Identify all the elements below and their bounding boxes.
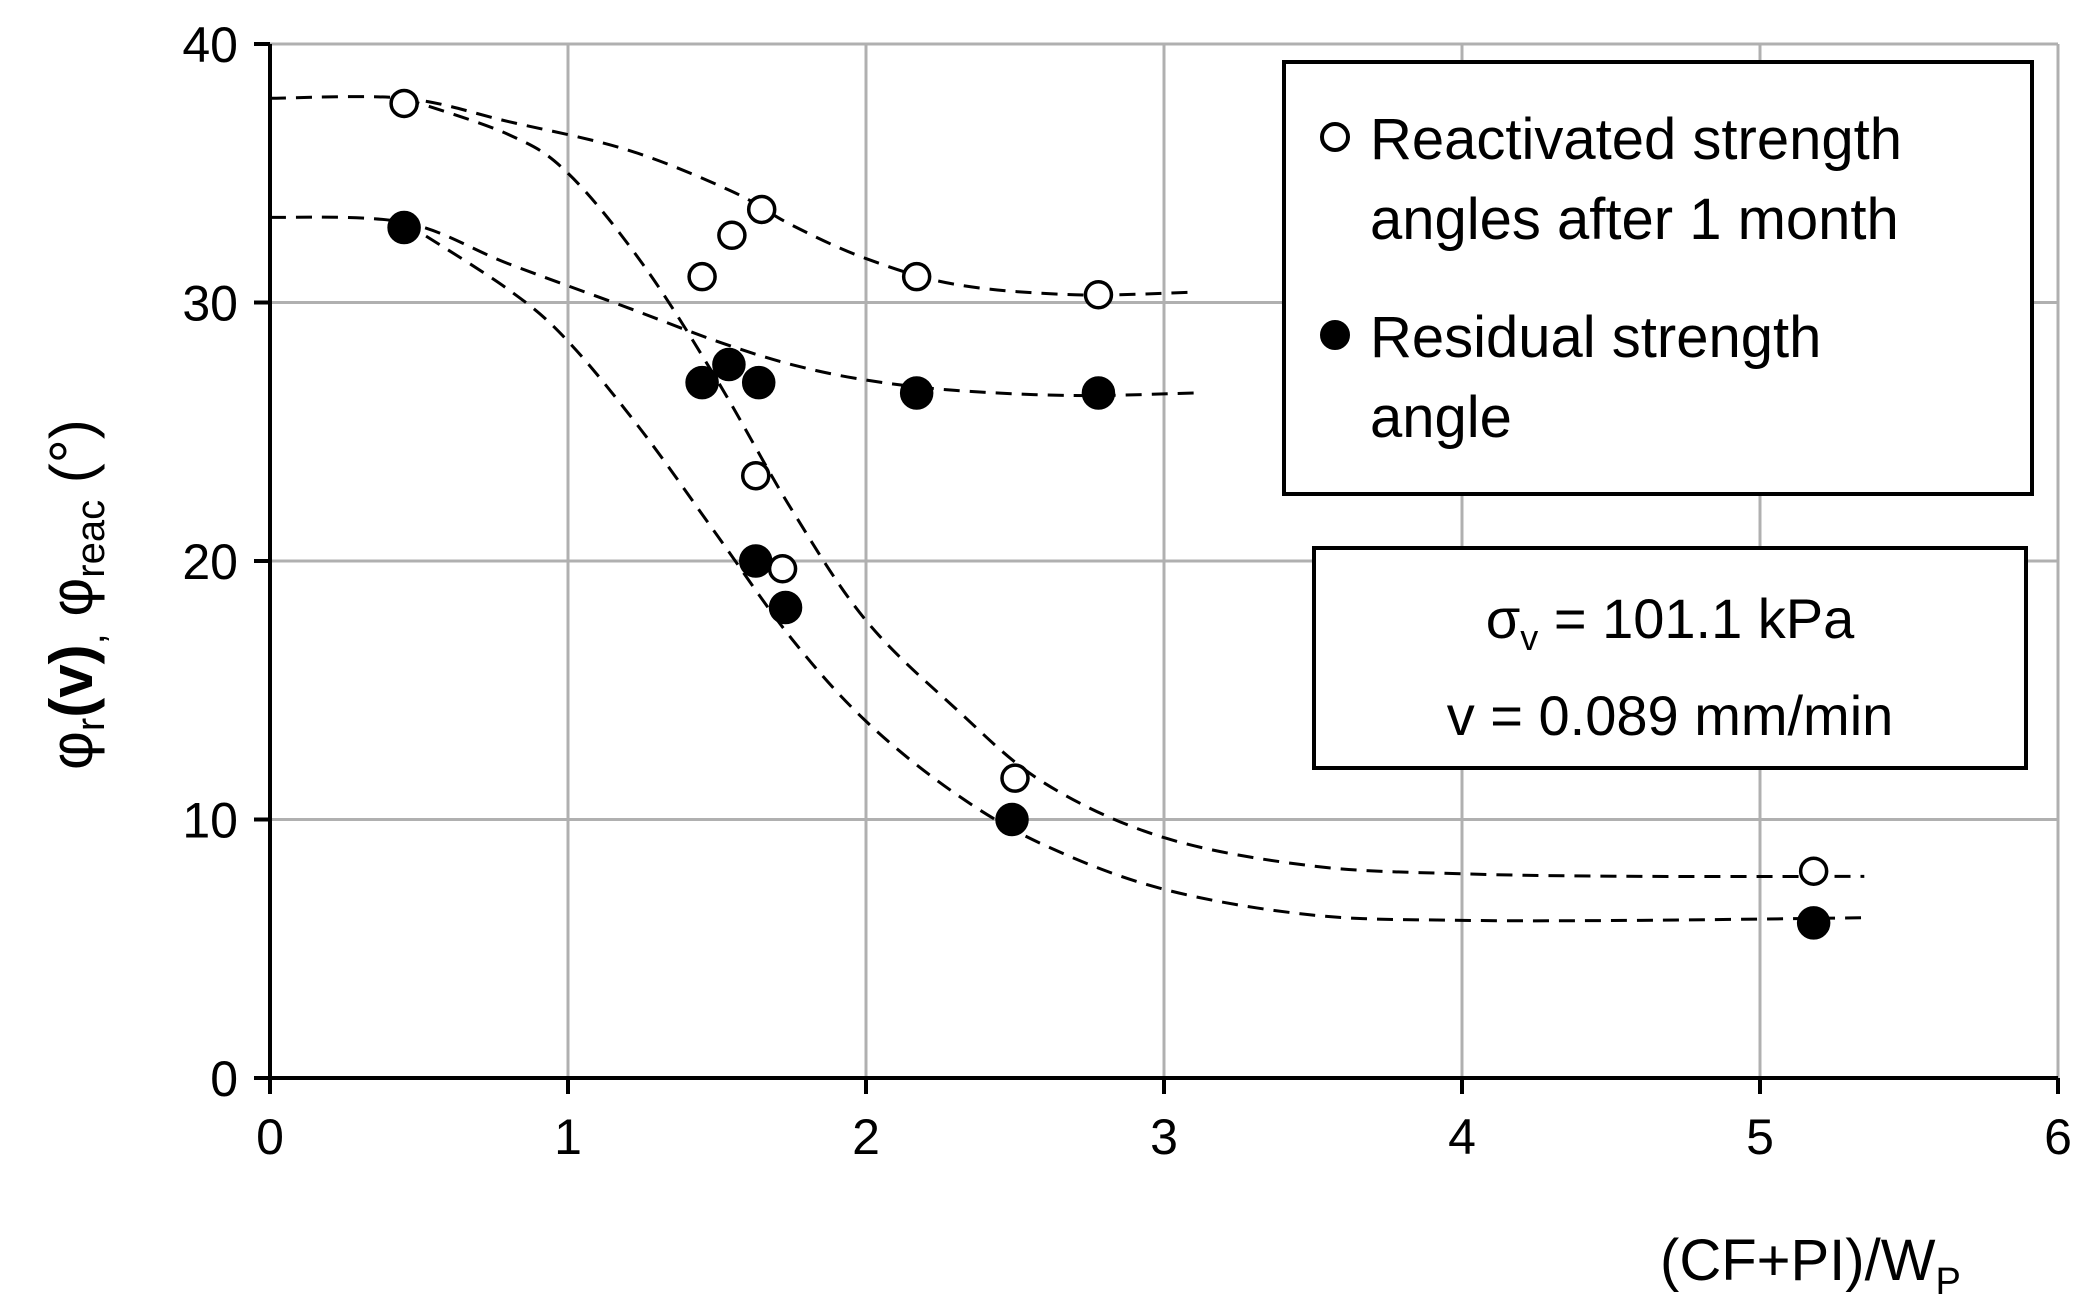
reactivated-point-9 [1798,856,1829,886]
residual-point-3 [741,365,776,400]
x-tick-label-5: 5 [1746,1109,1774,1165]
residual-point-5 [768,590,803,625]
velocity-text: v = 0.089 mm/min [1446,684,1894,747]
x-tick-label-1: 1 [554,1109,582,1165]
legend-label-reactivated-line-2: angles after 1 month [1370,187,1899,252]
reactivated-point-5 [767,554,798,584]
x-tick-label-2: 2 [852,1109,880,1165]
reactivated-point-8 [1083,279,1114,310]
x-tick-label-0: 0 [256,1109,284,1165]
residual-point-7 [995,802,1029,837]
reactivated-point-3 [746,194,777,225]
legend-label-residual-line-2: angle [1370,385,1512,450]
reactivated-point-4 [740,460,771,491]
test-conditions-annotation: σv = 101.1 kPa v = 0.089 mm/min [1312,546,2028,770]
filled-circle-marker-icon [1320,320,1350,350]
reactivated-upper-fit-line [269,95,1194,297]
reactivated-point-2 [717,220,747,251]
residual-lower-fit-line [403,221,1865,923]
y-tick-label-20: 20 [182,534,238,590]
y-axis-label: φr(v), φreac (°) [38,419,113,770]
residual-point-1 [685,365,719,400]
y-tick-label-40: 40 [182,17,238,73]
residual-point-2 [712,347,746,382]
reactivated-point-1 [687,261,717,292]
reactivated-point-7 [1000,763,1030,793]
open-circle-marker-icon [1320,122,1350,152]
residual-point-0 [387,210,421,245]
legend-label-residual-line-1: Residual strength [1370,305,1822,370]
y-tick-label-30: 30 [182,276,238,332]
residual-point-8 [1081,376,1116,410]
residual-point-4 [738,544,773,578]
reactivated-lower-fit-line [403,96,1865,879]
reactivated-point-0 [389,88,419,119]
legend: Reactivated strength angles after 1 mont… [1282,60,2034,496]
legend-label-reactivated-line-1: Reactivated strength [1370,107,1902,172]
normal-stress-text: σv = 101.1 kPa [1485,587,1855,658]
data-points [387,88,1831,940]
axes [254,42,2060,1094]
x-axis-label: (CF+PI)/WP [1660,1228,1961,1303]
y-tick-label-0: 0 [210,1051,238,1107]
x-tick-label-3: 3 [1150,1109,1178,1165]
tick-labels: 0 10 20 30 40 0 1 2 3 4 5 6 [182,17,2072,1165]
x-tick-label-6: 6 [2044,1109,2072,1165]
reactivated-point-6 [901,261,932,292]
y-tick-label-10: 10 [182,793,238,849]
x-tick-label-4: 4 [1448,1109,1476,1165]
residual-point-9 [1796,906,1831,940]
residual-point-6 [899,376,934,410]
